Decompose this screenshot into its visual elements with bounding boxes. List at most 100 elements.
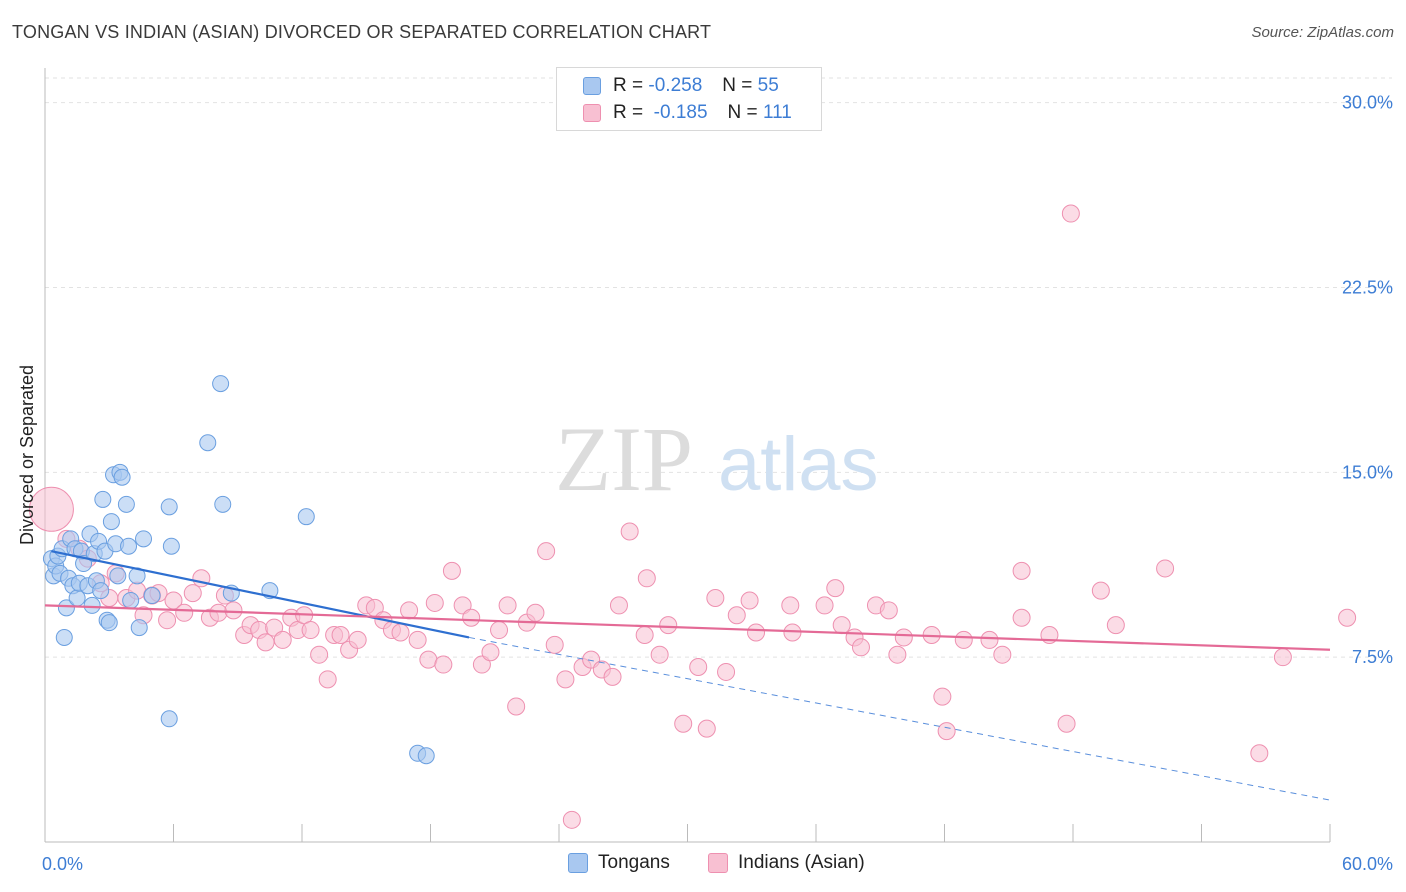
- indian-point: [620, 522, 639, 541]
- tongan-point: [199, 434, 217, 452]
- indian-point: [419, 650, 438, 669]
- indian-point: [348, 630, 367, 649]
- axes: [44, 68, 1331, 843]
- tongans-trend-line: [51, 550, 470, 639]
- indian-point: [1061, 204, 1080, 223]
- indian-point: [562, 810, 581, 829]
- indian-point: [265, 618, 284, 637]
- indian-point: [954, 630, 973, 649]
- y-tick-label: 15.0%: [1342, 462, 1393, 482]
- y-axis-label: Divorced or Separated: [17, 365, 37, 545]
- tongan-point: [417, 747, 435, 765]
- indian-point: [472, 655, 491, 674]
- indian-point: [400, 601, 419, 620]
- indian-point: [158, 611, 177, 630]
- indian-point: [933, 687, 952, 706]
- indian-point: [832, 616, 851, 635]
- indian-point: [717, 662, 736, 681]
- indian-point: [545, 635, 564, 654]
- indian-point: [706, 589, 725, 608]
- indian-point: [1091, 581, 1110, 600]
- tongan-point: [102, 513, 120, 531]
- legend-r-label: R =: [613, 75, 644, 96]
- indian-point: [442, 561, 461, 580]
- legend-r-label: R =: [613, 102, 644, 123]
- legend-n-value: 111: [762, 102, 792, 123]
- indian-point: [993, 645, 1012, 664]
- indian-point: [888, 645, 907, 664]
- chart-title: TONGAN VS INDIAN (ASIAN) DIVORCED OR SEP…: [12, 22, 712, 42]
- legend-n-label: N =: [722, 75, 753, 96]
- indian-point: [28, 486, 74, 532]
- tongan-point: [143, 587, 161, 605]
- indian-point: [462, 608, 481, 627]
- indian-point: [183, 584, 202, 603]
- indian-point: [727, 606, 746, 625]
- indian-point: [937, 722, 956, 741]
- tongan-point: [212, 375, 230, 393]
- legend-item-indians[interactable]: Indians (Asian): [708, 852, 865, 874]
- indians-trend-line: [44, 604, 1331, 651]
- tongan-point: [100, 614, 118, 632]
- series-tongans-points: [42, 375, 435, 765]
- watermark-zip: ZIP: [555, 408, 693, 510]
- indian-point: [1106, 616, 1125, 635]
- tongan-point: [214, 495, 232, 513]
- indian-point: [1012, 608, 1031, 627]
- indian-point: [783, 623, 802, 642]
- y-tick-label: 22.5%: [1342, 277, 1393, 297]
- indian-point: [659, 616, 678, 635]
- legend-swatch-indians: [708, 853, 728, 873]
- tongan-point: [122, 591, 140, 609]
- tongan-point: [109, 567, 127, 585]
- indian-point: [453, 596, 472, 615]
- tongan-point: [120, 537, 138, 555]
- legend-item-tongans[interactable]: Tongans: [568, 852, 670, 874]
- tongan-point: [160, 498, 178, 516]
- x-tick-label: 0.0%: [42, 854, 83, 874]
- legend-row-tongans: R = -0.258 N = 55: [583, 73, 779, 99]
- indian-point: [310, 645, 329, 664]
- indian-point: [637, 569, 656, 588]
- indian-point: [331, 625, 350, 644]
- indian-point: [318, 670, 337, 689]
- indian-point: [635, 625, 654, 644]
- indian-point: [697, 719, 716, 738]
- gridlines: [45, 77, 1392, 658]
- indian-point: [1012, 561, 1031, 580]
- tongan-point: [130, 619, 148, 637]
- indian-point: [301, 621, 320, 640]
- tongan-point: [92, 582, 110, 600]
- x-tick-label: 60.0%: [1342, 854, 1393, 874]
- indian-point: [781, 596, 800, 615]
- tongan-point: [57, 599, 75, 617]
- indian-point: [498, 596, 517, 615]
- tongan-point: [117, 495, 135, 513]
- source-note: Source: ZipAtlas.com: [1251, 24, 1394, 41]
- indian-point: [481, 643, 500, 662]
- tick-labels: 7.5% 15.0% 22.5% 30.0% 0.0% 60.0%: [42, 93, 1393, 874]
- indian-point: [1273, 648, 1292, 667]
- indian-point: [851, 638, 870, 657]
- indian-point: [603, 667, 622, 686]
- legend-row-indians: R = -0.185 N = 111: [583, 100, 792, 126]
- indian-point: [740, 591, 759, 610]
- indian-point: [537, 542, 556, 561]
- indian-point: [1156, 559, 1175, 578]
- series-legend: Tongans Indians (Asian): [0, 852, 1406, 878]
- tongan-point: [160, 710, 178, 728]
- indian-point: [273, 630, 292, 649]
- indian-point: [425, 593, 444, 612]
- y-tick-label: 30.0%: [1342, 93, 1393, 113]
- legend-swatch-tongans: [568, 853, 588, 873]
- indian-point: [689, 658, 708, 677]
- tongan-point: [94, 490, 112, 508]
- tongan-point: [162, 537, 180, 555]
- tongan-point: [135, 530, 153, 548]
- tongan-point: [83, 596, 101, 614]
- y-tick-label: 7.5%: [1352, 647, 1393, 667]
- legend-swatch-indians: [583, 104, 601, 122]
- indian-point: [490, 621, 509, 640]
- legend-r-value: -0.258: [648, 75, 703, 96]
- indian-point: [1338, 608, 1357, 627]
